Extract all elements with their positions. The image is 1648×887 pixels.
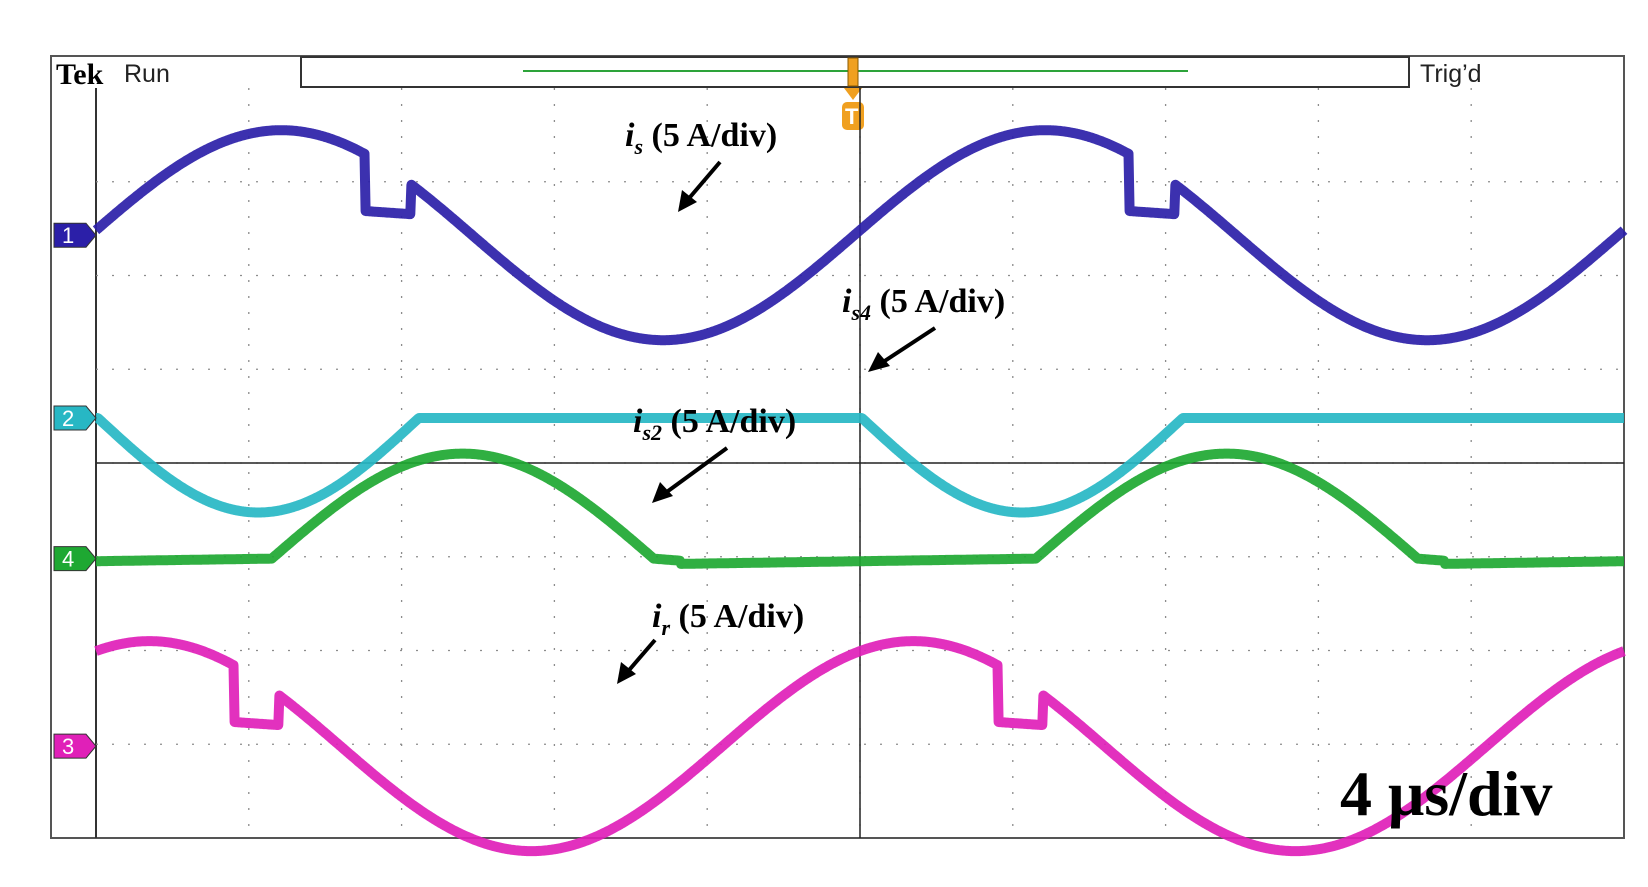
is2-symbol: i — [633, 403, 643, 440]
waveform-i-r — [92, 636, 1628, 857]
is-arrow-head — [678, 190, 697, 212]
svg-text:is2 (5 A/div): is2 (5 A/div) — [633, 403, 796, 445]
is4-arrow — [878, 326, 937, 366]
brand-label: Tek — [56, 58, 104, 91]
trigger-arrow-icon — [844, 88, 862, 100]
graticule — [95, 88, 1624, 838]
channel-1-marker-icon — [53, 222, 97, 248]
ir-arrow-head — [617, 662, 636, 684]
channel-2-label: 2 — [62, 406, 74, 431]
channel-1-label: 1 — [62, 223, 74, 248]
is2-scale: (5 A/div) — [662, 403, 796, 440]
annotation-is4: is4 (5 A/div) — [842, 283, 1005, 372]
is-symbol: i — [625, 117, 635, 154]
channel-4-label: 4 — [62, 547, 74, 572]
is2-arrow — [662, 446, 729, 496]
channel-2-marker-icon — [53, 405, 97, 431]
trigger-status: Trig’d — [1420, 60, 1482, 88]
is4-symbol: i — [842, 283, 852, 320]
ir-symbol: i — [652, 598, 662, 635]
header-bar: Tek Run Trig’d T — [56, 56, 1482, 130]
waveform-i-s4 — [92, 413, 1628, 518]
channel-markers: 1 2 4 3 — [53, 222, 97, 759]
is-scale: (5 A/div) — [643, 117, 777, 154]
waveform-i-s — [92, 125, 1628, 346]
timebase-label: 4 μs/div — [1340, 758, 1552, 829]
channel-4-marker-icon — [53, 546, 97, 572]
svg-text:is4 (5 A/div): is4 (5 A/div) — [842, 283, 1005, 325]
svg-text:ir (5 A/div): ir (5 A/div) — [652, 598, 804, 640]
trigger-marker-icon[interactable] — [842, 102, 864, 130]
screen-frame — [50, 55, 1625, 839]
is-subscript: s — [633, 134, 643, 159]
channel-3-marker-icon — [53, 733, 97, 759]
waveform-i-s2 — [92, 448, 1628, 569]
annotation-is: is (5 A/div) — [625, 117, 777, 212]
is4-subscript: s4 — [850, 300, 871, 325]
annotation-is2: is2 (5 A/div) — [633, 403, 796, 503]
is4-arrow-head — [868, 352, 890, 372]
is2-subscript: s2 — [641, 420, 662, 445]
channel-3-label: 3 — [62, 734, 74, 759]
svg-text:is (5 A/div): is (5 A/div) — [625, 117, 777, 159]
annotation-ir: ir (5 A/div) — [617, 598, 804, 684]
trigger-position-icon[interactable] — [847, 57, 859, 87]
is2-arrow-head — [652, 482, 673, 503]
ir-scale: (5 A/div) — [670, 598, 804, 635]
is4-scale: (5 A/div) — [871, 283, 1005, 320]
trigger-marker-label: T — [845, 104, 859, 129]
waveform-traces — [92, 125, 1628, 857]
is-arrow — [683, 160, 722, 205]
run-status: Run — [124, 60, 170, 88]
ir-subscript: r — [661, 615, 670, 640]
